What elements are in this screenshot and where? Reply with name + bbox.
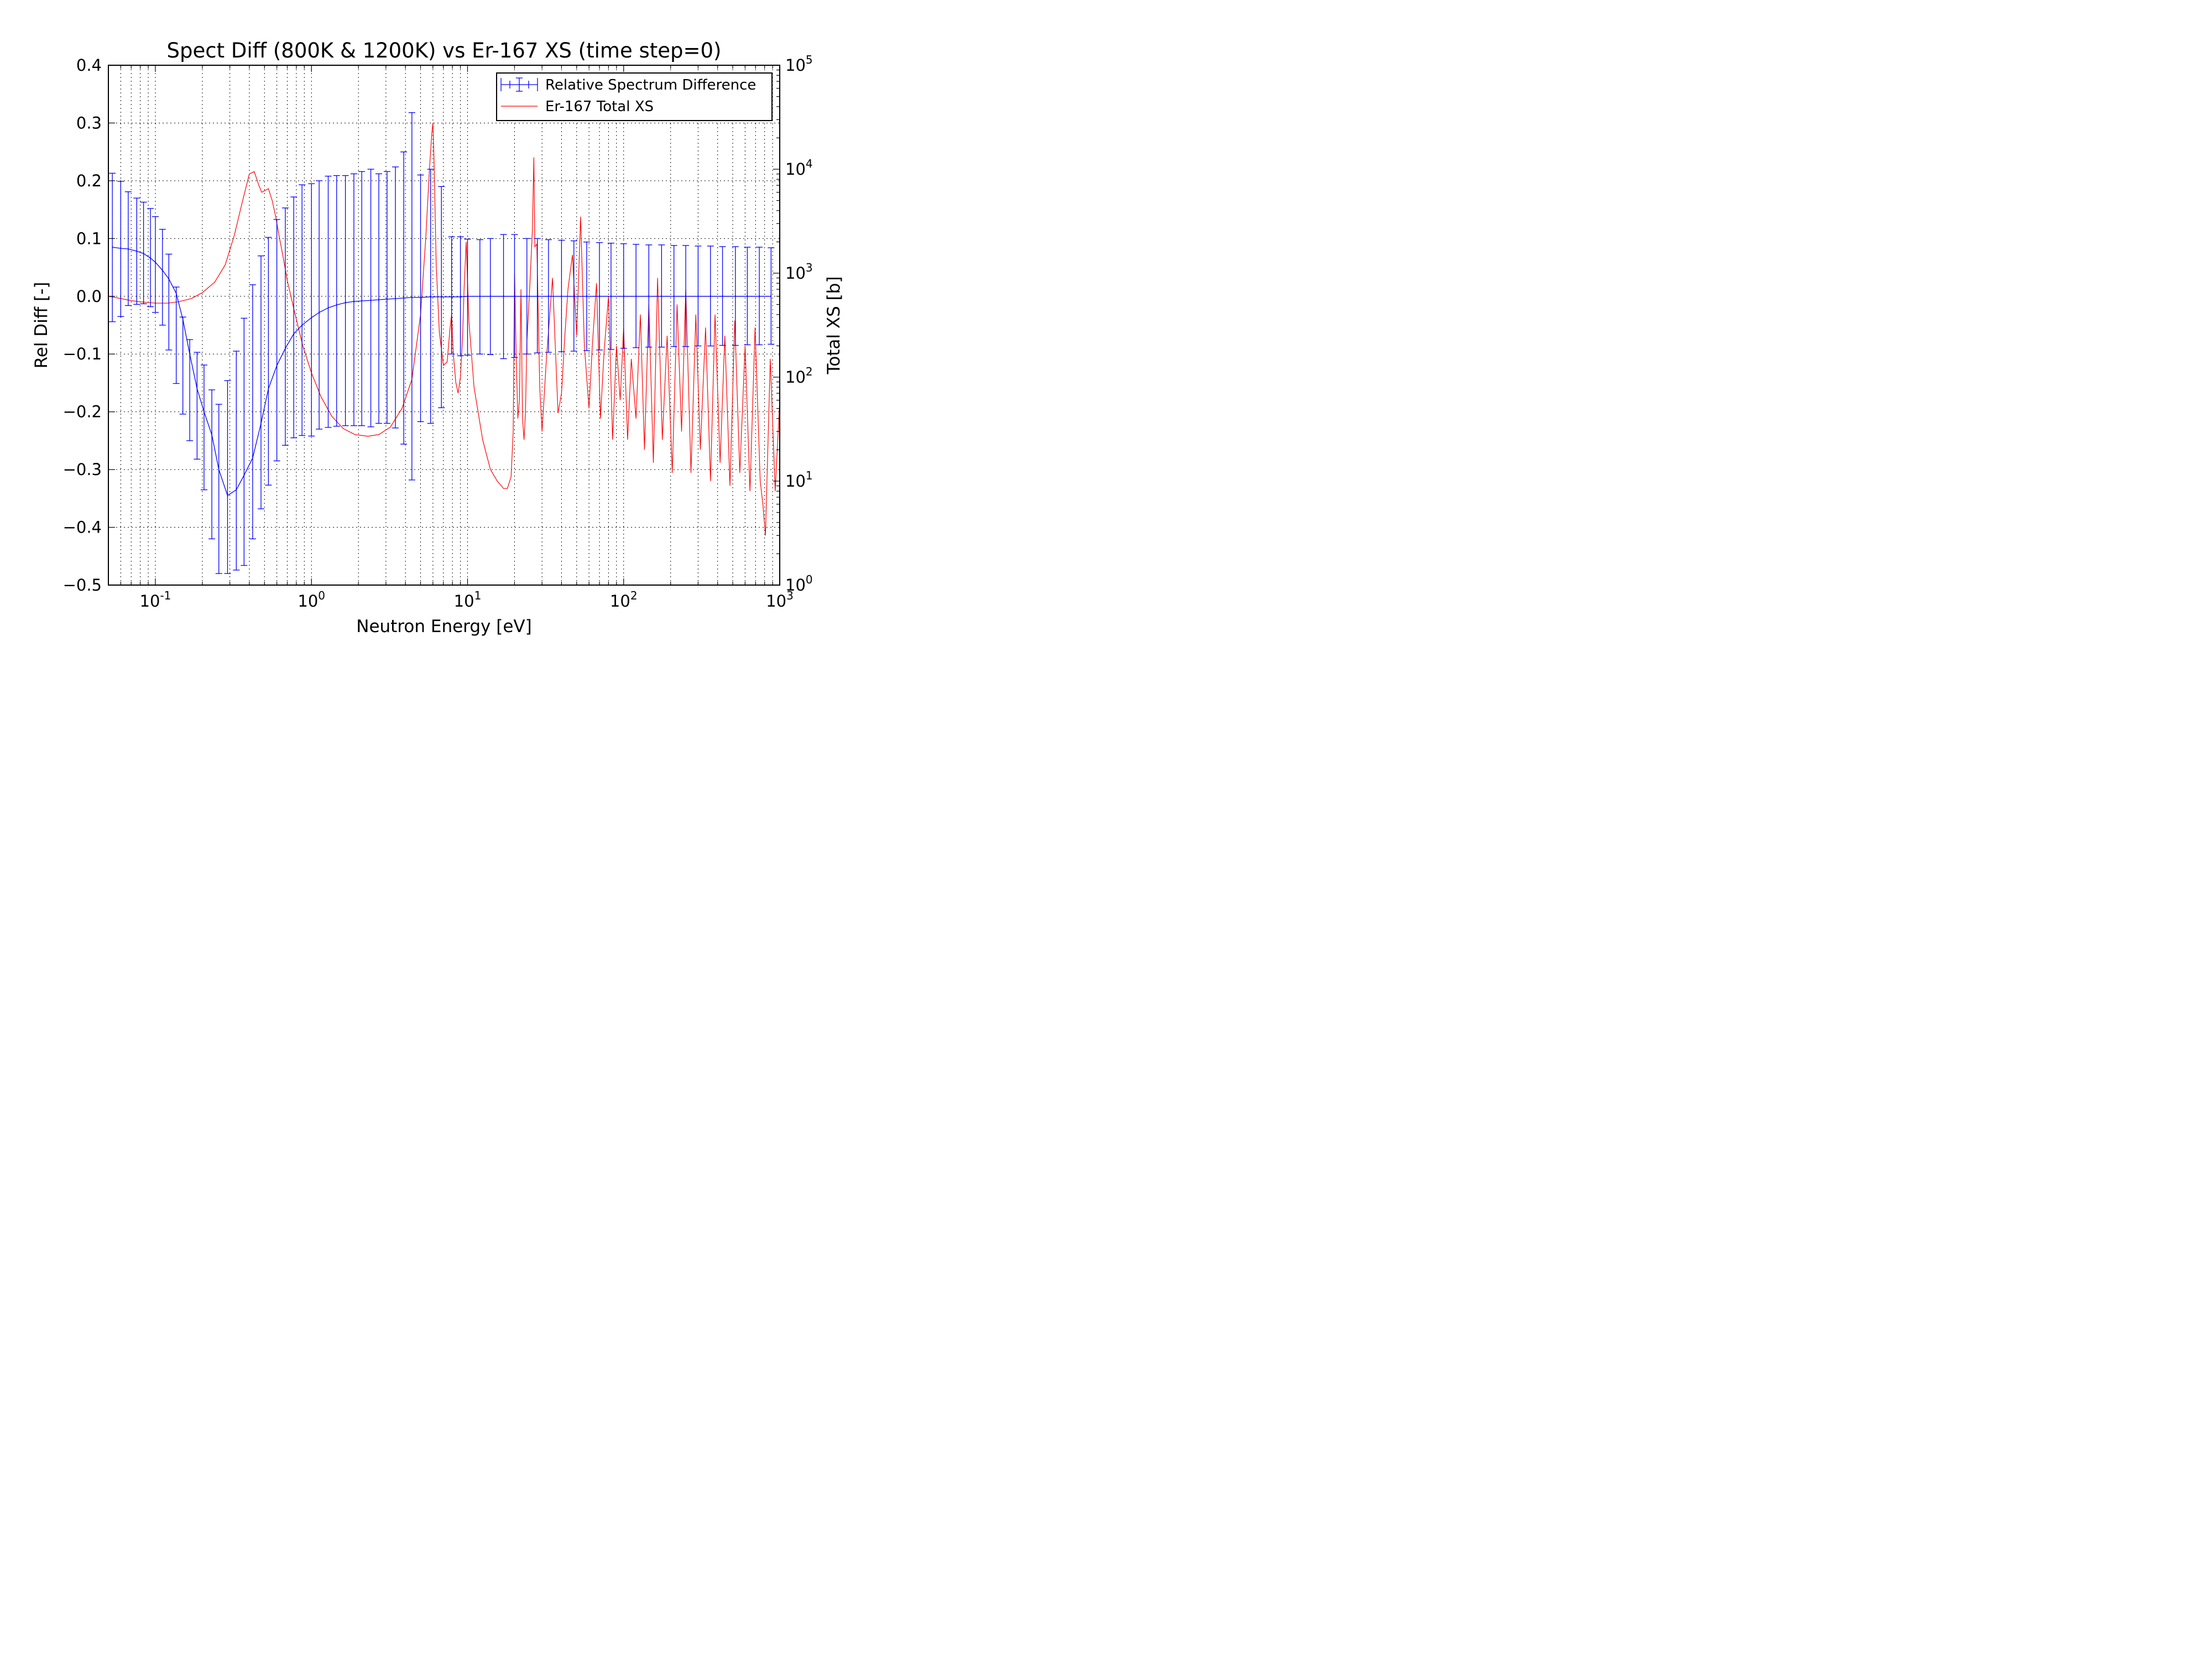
spectrum-diff-line [112, 247, 771, 497]
legend-key-spectrum [500, 77, 538, 92]
y2-tick-label: 105 [785, 53, 813, 75]
x-tick-label: 101 [454, 589, 482, 611]
error-bar [200, 364, 207, 491]
error-bar [165, 253, 173, 351]
error-bar [152, 216, 159, 313]
error-bar [325, 175, 332, 428]
y2-tick-label-base: 10 [785, 56, 806, 75]
error-bar [299, 184, 306, 436]
chart-figure: Spect Diff (800K & 1200K) vs Er-167 XS (… [0, 0, 867, 650]
error-bar [350, 173, 357, 426]
x-tick-label-base: 10 [766, 592, 786, 611]
x-tick-label-exponent: 2 [630, 589, 638, 602]
legend-label-spectrum: Relative Spectrum Difference [545, 77, 756, 93]
y-tick-label: 0.1 [76, 229, 102, 248]
error-bar [333, 175, 340, 427]
x-tick-label-exponent: -1 [160, 589, 171, 602]
y-axis-label: Rel Diff [-] [32, 282, 51, 369]
y2-tick-label-exponent: 3 [806, 261, 813, 274]
error-bar [265, 237, 272, 486]
error-bar [179, 316, 186, 415]
plot-frame [108, 65, 780, 586]
y2-tick-label-base: 10 [785, 472, 806, 491]
error-bar [224, 380, 231, 574]
y2-tick-label-exponent: 5 [806, 53, 813, 66]
y2-tick-label-exponent: 4 [806, 157, 813, 170]
error-bar [367, 169, 374, 427]
x-axis-label: Neutron Energy [eV] [356, 617, 531, 637]
y2-tick-label: 104 [785, 157, 813, 179]
x-tick-label: 102 [610, 589, 638, 611]
error-bar [281, 207, 289, 446]
spectrum-series-layer [109, 112, 775, 574]
x-tick-label-exponent: 3 [786, 589, 794, 602]
error-bar [233, 351, 240, 571]
y2-tick-label-base: 10 [785, 368, 806, 387]
error-bar [249, 284, 256, 540]
error-bar [308, 183, 315, 437]
x-tick-label-base: 10 [454, 592, 474, 611]
error-bar [194, 352, 201, 460]
y-tick-label: −0.4 [63, 518, 102, 537]
y-tick-label: 0.2 [76, 171, 102, 190]
y-tick-label: 0.3 [76, 113, 102, 132]
x-tick-label-base: 10 [140, 592, 160, 611]
error-bar [186, 339, 194, 441]
y-tick-label: −0.5 [63, 576, 102, 594]
error-bar [215, 404, 222, 574]
y2-tick-label-base: 10 [785, 576, 806, 594]
legend-box [496, 72, 773, 121]
error-bar [159, 228, 166, 326]
y2-tick-label: 100 [785, 573, 813, 594]
y2-tick-label-exponent: 2 [806, 365, 813, 378]
x-tick-label-base: 10 [298, 592, 318, 611]
error-bar [208, 389, 216, 540]
y2-tick-label: 103 [785, 261, 813, 283]
x-tick-label-exponent: 0 [318, 589, 325, 602]
axes: 10-1 100 101 102 1030.40.30.20.10.0−0.1−0.2−… [63, 53, 813, 611]
y2-tick-label-base: 10 [785, 160, 806, 179]
x-tick-label: 100 [298, 589, 325, 611]
y-tick-label: 0.4 [76, 56, 102, 75]
error-bar [342, 175, 349, 426]
legend: Relative Spectrum Difference Er-167 Tota… [496, 72, 773, 121]
xs-line [108, 122, 780, 536]
error-bar [290, 196, 298, 439]
y2-tick-label-exponent: 1 [806, 469, 813, 482]
x-tick-label-base: 10 [610, 592, 630, 611]
y2-tick-label: 101 [785, 469, 813, 491]
error-bar [383, 171, 390, 424]
y2-tick-label-base: 10 [785, 264, 806, 283]
error-bar [316, 180, 323, 430]
chart-title: Spect Diff (800K & 1200K) vs Er-167 XS (… [167, 39, 722, 62]
error-bar [358, 171, 366, 426]
x-tick-label: 103 [766, 589, 794, 611]
y-tick-label: −0.3 [63, 460, 102, 479]
error-bar [273, 219, 280, 462]
y2-tick-label-exponent: 0 [806, 573, 813, 586]
error-bar [241, 317, 248, 566]
legend-label-xs: Er-167 Total XS [545, 98, 654, 115]
xs-series-layer [108, 122, 780, 536]
y-tick-label: −0.1 [63, 345, 102, 363]
y2-tick-label: 102 [785, 365, 813, 387]
x-tick-label-exponent: 1 [474, 589, 482, 602]
y-tick-label: −0.2 [63, 403, 102, 421]
error-bar [257, 255, 264, 509]
y-tick-label: 0.0 [76, 287, 102, 306]
y2-axis-label: Total XS [b] [824, 276, 844, 375]
x-tick-label: 10-1 [140, 589, 171, 611]
error-bar [173, 286, 180, 384]
